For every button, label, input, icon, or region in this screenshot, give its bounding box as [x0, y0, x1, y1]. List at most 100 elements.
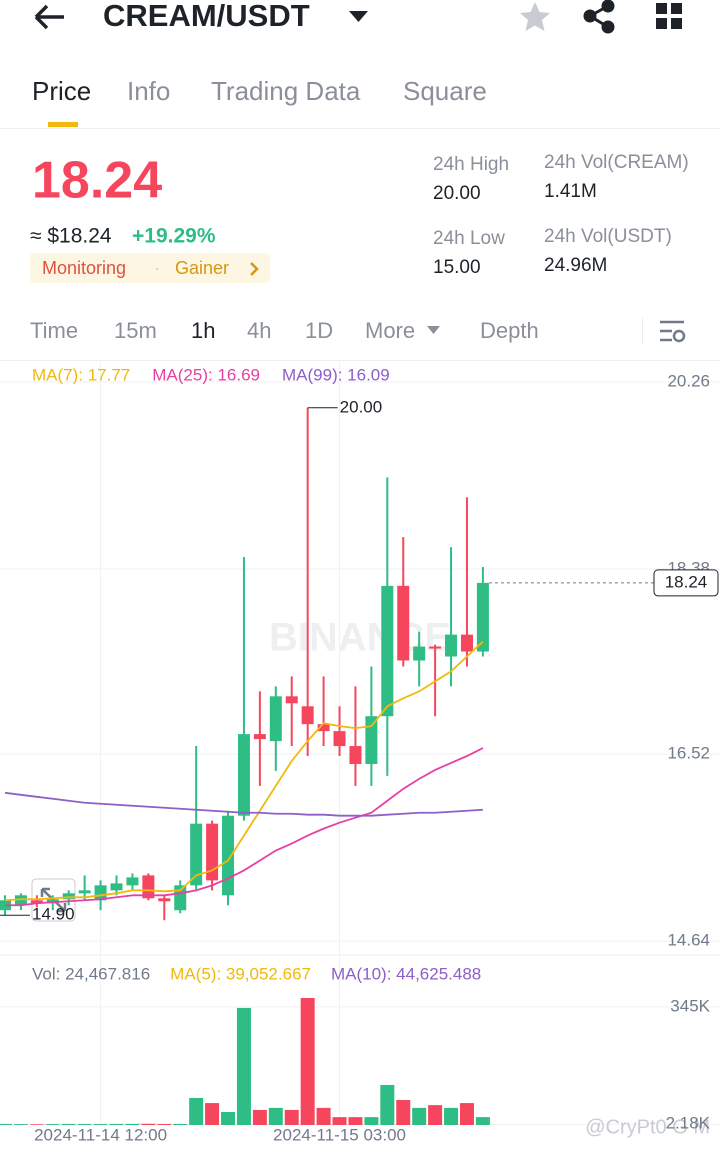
last-price: 18.24	[32, 152, 162, 210]
candle-body	[445, 634, 458, 657]
volume-bar	[13, 1124, 28, 1125]
volume-bar	[125, 1123, 140, 1125]
y-tick-label: 2.18K	[666, 1114, 711, 1133]
volume-bar	[0, 1123, 12, 1125]
candle-body	[269, 696, 282, 742]
ma-legend: MA(25): 16.69	[152, 365, 260, 384]
annotation: 20.00	[340, 397, 383, 416]
candle-body	[397, 585, 410, 661]
volume-bar	[205, 1103, 220, 1125]
ma-legend: MA(99): 16.09	[282, 365, 390, 384]
last-price-label: 18.24	[665, 572, 708, 591]
volume-bar	[284, 1109, 299, 1125]
more-caret[interactable]	[427, 326, 440, 334]
stat-label: 24h Vol(CREAM)	[544, 152, 689, 173]
y-tick-label: 16.52	[667, 744, 710, 763]
interval[interactable]: 1h	[191, 318, 215, 343]
pair-caret[interactable]	[349, 11, 368, 22]
volume-bar	[221, 1111, 236, 1125]
stat-value: 15.00	[433, 257, 481, 278]
tag[interactable]: Gainer	[175, 258, 229, 278]
volume-bar	[396, 1100, 411, 1125]
volume-bar	[332, 1117, 347, 1125]
volume-bar	[380, 1084, 395, 1125]
volume-bar	[141, 1123, 156, 1125]
ma-line	[4, 791, 483, 817]
candle-body	[126, 877, 139, 886]
tab[interactable]: Info	[127, 76, 170, 106]
stat-label: 24h Vol(USDT)	[544, 226, 672, 247]
candle-body	[62, 893, 75, 900]
volume-bar	[348, 1117, 363, 1125]
interval[interactable]: More	[365, 318, 415, 343]
usd-price: ≈ $18.24	[30, 225, 112, 248]
volume-bar	[300, 997, 315, 1125]
candle-body	[413, 646, 426, 661]
interval[interactable]: 15m	[114, 318, 157, 343]
candle-body	[253, 734, 266, 740]
volume-bar	[268, 1107, 283, 1125]
volume-bar	[93, 1124, 108, 1125]
tab[interactable]: Trading Data	[211, 76, 361, 106]
annotation: 14.90	[32, 905, 75, 924]
volume-bar	[157, 1124, 172, 1125]
tag-separator: ·	[155, 260, 160, 276]
candle-body	[190, 823, 203, 886]
volume-bar	[428, 1105, 443, 1125]
last-price-box	[653, 569, 719, 597]
ma-line	[4, 640, 484, 902]
candle-body	[285, 696, 298, 704]
interval[interactable]: Depth	[480, 318, 539, 343]
candle-body	[30, 900, 43, 904]
stat-value: 20.00	[433, 183, 481, 204]
back-icon[interactable]	[34, 4, 64, 30]
tab-indicator	[48, 122, 78, 127]
y-tick-label: 20.26	[667, 371, 710, 390]
stat-value: 24.96M	[544, 255, 607, 276]
candle-body	[333, 731, 346, 747]
candle-body	[365, 716, 378, 764]
volume-legend: Vol: 24,467.816	[32, 964, 150, 983]
volume-bar	[252, 1109, 267, 1125]
volume-bar	[45, 1124, 60, 1125]
volume-bar	[412, 1107, 427, 1125]
volume-bar	[77, 1124, 92, 1125]
candle-body	[460, 634, 473, 652]
volume-bar	[61, 1123, 76, 1125]
candle-body	[476, 582, 489, 652]
menu-icon[interactable]	[656, 3, 682, 29]
volume-bar	[236, 1007, 251, 1125]
volume-bar	[475, 1117, 490, 1125]
interval[interactable]: 1D	[305, 318, 333, 343]
candle-body	[301, 706, 314, 725]
candle-body	[174, 885, 187, 911]
share-icon[interactable]	[583, 0, 615, 34]
divider	[0, 128, 720, 129]
candle-body	[110, 883, 123, 891]
y-tick-label: 14.64	[667, 931, 710, 950]
stat-label: 24h High	[433, 154, 509, 175]
chart-settings-icon[interactable]	[660, 320, 686, 343]
candle-body	[237, 734, 250, 816]
tag[interactable]: Monitoring	[42, 258, 126, 278]
interval[interactable]: 4h	[247, 318, 271, 343]
candle-body	[317, 724, 330, 732]
stat-label: 24h Low	[433, 228, 505, 249]
interval[interactable]: Time	[30, 318, 78, 343]
tab[interactable]: Price	[32, 76, 91, 106]
volume-legend: MA(5): 39,052.667	[170, 964, 311, 983]
tag-box[interactable]	[30, 253, 270, 283]
tab[interactable]: Square	[403, 76, 487, 106]
tag-arrow	[250, 262, 259, 276]
candle-body	[381, 585, 394, 717]
candle-body	[206, 823, 219, 881]
price-change: +19.29%	[132, 225, 216, 248]
ma-legend: MA(7): 17.77	[32, 365, 130, 384]
candle-body	[46, 899, 59, 904]
candle-body	[78, 890, 91, 894]
pair-title[interactable]: CREAM/USDT	[103, 0, 310, 33]
volume-bar	[444, 1107, 459, 1125]
favorite-icon[interactable]	[520, 2, 550, 31]
